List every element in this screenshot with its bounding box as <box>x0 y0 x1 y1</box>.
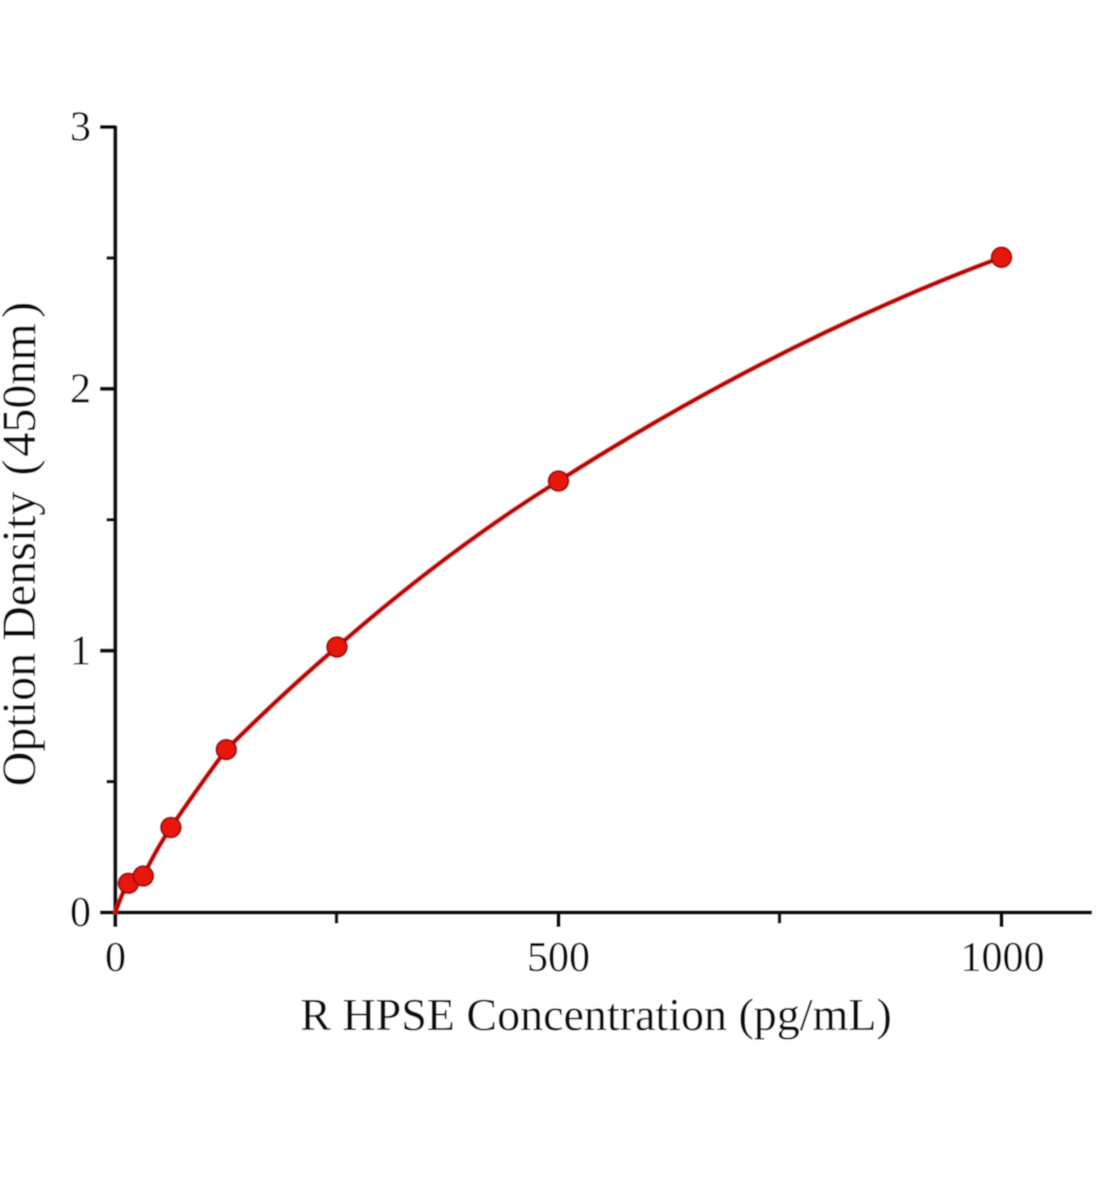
svg-text:1: 1 <box>70 628 91 674</box>
svg-text:0: 0 <box>70 890 91 936</box>
svg-text:R HPSE Concentration (pg/mL): R HPSE Concentration (pg/mL) <box>300 989 892 1040</box>
svg-text:0: 0 <box>105 935 126 981</box>
svg-text:3: 3 <box>70 105 91 151</box>
svg-text:1000: 1000 <box>961 935 1045 981</box>
svg-text:2: 2 <box>70 367 91 413</box>
svg-text:500: 500 <box>527 935 590 981</box>
svg-text:Option Density(450nm): Option Density(450nm) <box>0 302 46 786</box>
